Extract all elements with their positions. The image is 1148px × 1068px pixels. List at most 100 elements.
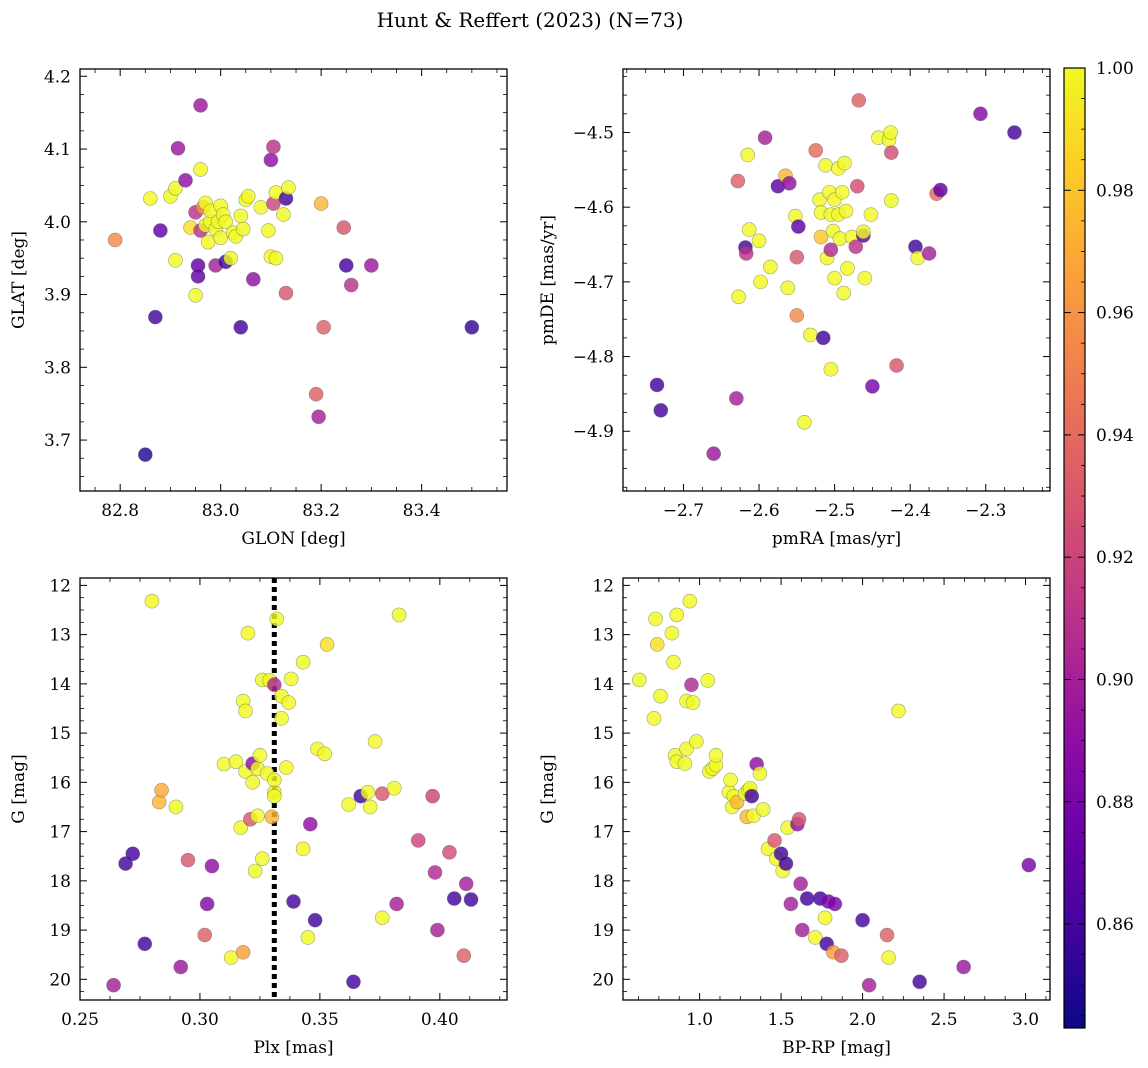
data-point — [245, 775, 261, 790]
data-point — [741, 222, 757, 237]
data-point — [677, 756, 693, 771]
data-point — [367, 734, 383, 749]
x-tick-label: −2.5 — [814, 501, 855, 521]
x-tick-label: 0.40 — [421, 1010, 459, 1030]
data-point — [286, 894, 301, 909]
y-tick-label: 15 — [592, 724, 614, 744]
data-point — [216, 756, 232, 772]
data-point — [808, 930, 823, 945]
data-point — [263, 152, 279, 168]
data-point — [730, 173, 746, 189]
data-point — [374, 910, 390, 926]
data-point — [669, 607, 685, 623]
data-point — [912, 974, 927, 990]
data-point — [253, 199, 269, 215]
data-point — [295, 654, 311, 670]
data-point — [148, 309, 163, 325]
y-tick-label: −4.8 — [573, 348, 614, 368]
data-point — [755, 802, 771, 817]
data-point — [836, 285, 851, 301]
data-point — [235, 221, 251, 237]
data-point — [883, 145, 899, 160]
data-point — [107, 232, 123, 248]
data-point — [188, 287, 203, 303]
data-point — [168, 253, 183, 268]
data-point — [865, 379, 880, 394]
data-point — [731, 289, 746, 305]
data-point — [266, 139, 281, 155]
data-point — [653, 403, 669, 418]
y-tick-label: −4.5 — [573, 123, 614, 143]
x-axis-label: Plx [mas] — [253, 1038, 333, 1058]
data-point — [446, 891, 462, 906]
data-point — [250, 808, 265, 824]
y-tick-label: −4.7 — [573, 273, 614, 293]
data-point — [456, 948, 472, 963]
data-point — [883, 125, 898, 140]
data-point — [125, 846, 141, 862]
colorbar-tick-label: 1.00 — [1096, 59, 1134, 79]
data-point — [834, 948, 849, 963]
data-point — [791, 811, 807, 827]
data-point — [178, 173, 193, 188]
data-point — [838, 203, 854, 219]
data-point — [803, 327, 818, 343]
data-point — [863, 207, 879, 222]
data-point — [223, 950, 239, 965]
data-point — [343, 277, 359, 293]
y-tick-label: 12 — [592, 576, 614, 596]
y-axis-label: G [mag] — [538, 754, 558, 823]
x-tick-label: −2.7 — [663, 501, 704, 521]
data-point — [689, 734, 704, 749]
y-tick-label: 15 — [49, 724, 71, 744]
data-point — [386, 780, 402, 796]
data-point — [956, 959, 971, 975]
colorbar-tick-label: 0.96 — [1096, 304, 1134, 324]
data-point — [204, 858, 220, 874]
scatter-panel-glon-glat: 82.8 83.0 83.2 83.4 3.7 3.8 3.9 4.0 4.1 4.2 GLON [… — [9, 67, 508, 549]
x-tick-label: −2.3 — [965, 501, 1006, 521]
data-point — [778, 856, 794, 871]
data-point — [837, 155, 852, 171]
y-tick-label: 3.9 — [44, 286, 71, 306]
x-tick-label: 0.35 — [301, 1010, 339, 1030]
data-point — [199, 896, 215, 912]
data-point — [827, 270, 842, 286]
y-tick-label: 16 — [49, 773, 71, 793]
data-point — [269, 611, 285, 627]
data-point — [213, 230, 228, 246]
data-point — [753, 274, 768, 290]
data-point — [679, 741, 694, 757]
data-point — [827, 896, 843, 912]
data-point — [308, 386, 324, 402]
data-point — [300, 930, 316, 945]
data-point — [813, 229, 829, 245]
y-tick-label: 14 — [49, 675, 71, 695]
data-point — [751, 233, 767, 249]
y-tick-label: 16 — [592, 773, 614, 793]
data-point — [346, 974, 361, 990]
data-point — [789, 249, 805, 265]
data-point — [883, 193, 899, 208]
x-tick-label: 0.30 — [181, 1010, 219, 1030]
y-tick-label: 13 — [49, 626, 71, 646]
data-point — [143, 191, 158, 206]
y-axis-label: GLAT [deg] — [9, 231, 29, 329]
data-point — [283, 671, 299, 687]
colorbar-tick-label: 0.90 — [1096, 670, 1134, 690]
data-point — [781, 175, 797, 191]
data-point — [791, 219, 806, 234]
x-tick-label: 0.25 — [61, 1010, 99, 1030]
y-tick-label: 4.1 — [44, 140, 71, 160]
data-point — [856, 224, 871, 240]
x-tick-label: 82.8 — [101, 501, 139, 521]
y-tick-label: 3.7 — [44, 431, 71, 451]
data-point — [1021, 857, 1037, 873]
scatter-panel-bprp-g: 1.0 1.5 2.0 2.5 3.0 12 13 14 15 16 17 18 19 20 BP-RP [… — [538, 576, 1051, 1058]
data-point — [173, 959, 189, 975]
data-point — [316, 319, 331, 335]
data-point — [389, 896, 404, 912]
data-point — [933, 182, 948, 198]
y-tick-label: 19 — [49, 921, 71, 941]
